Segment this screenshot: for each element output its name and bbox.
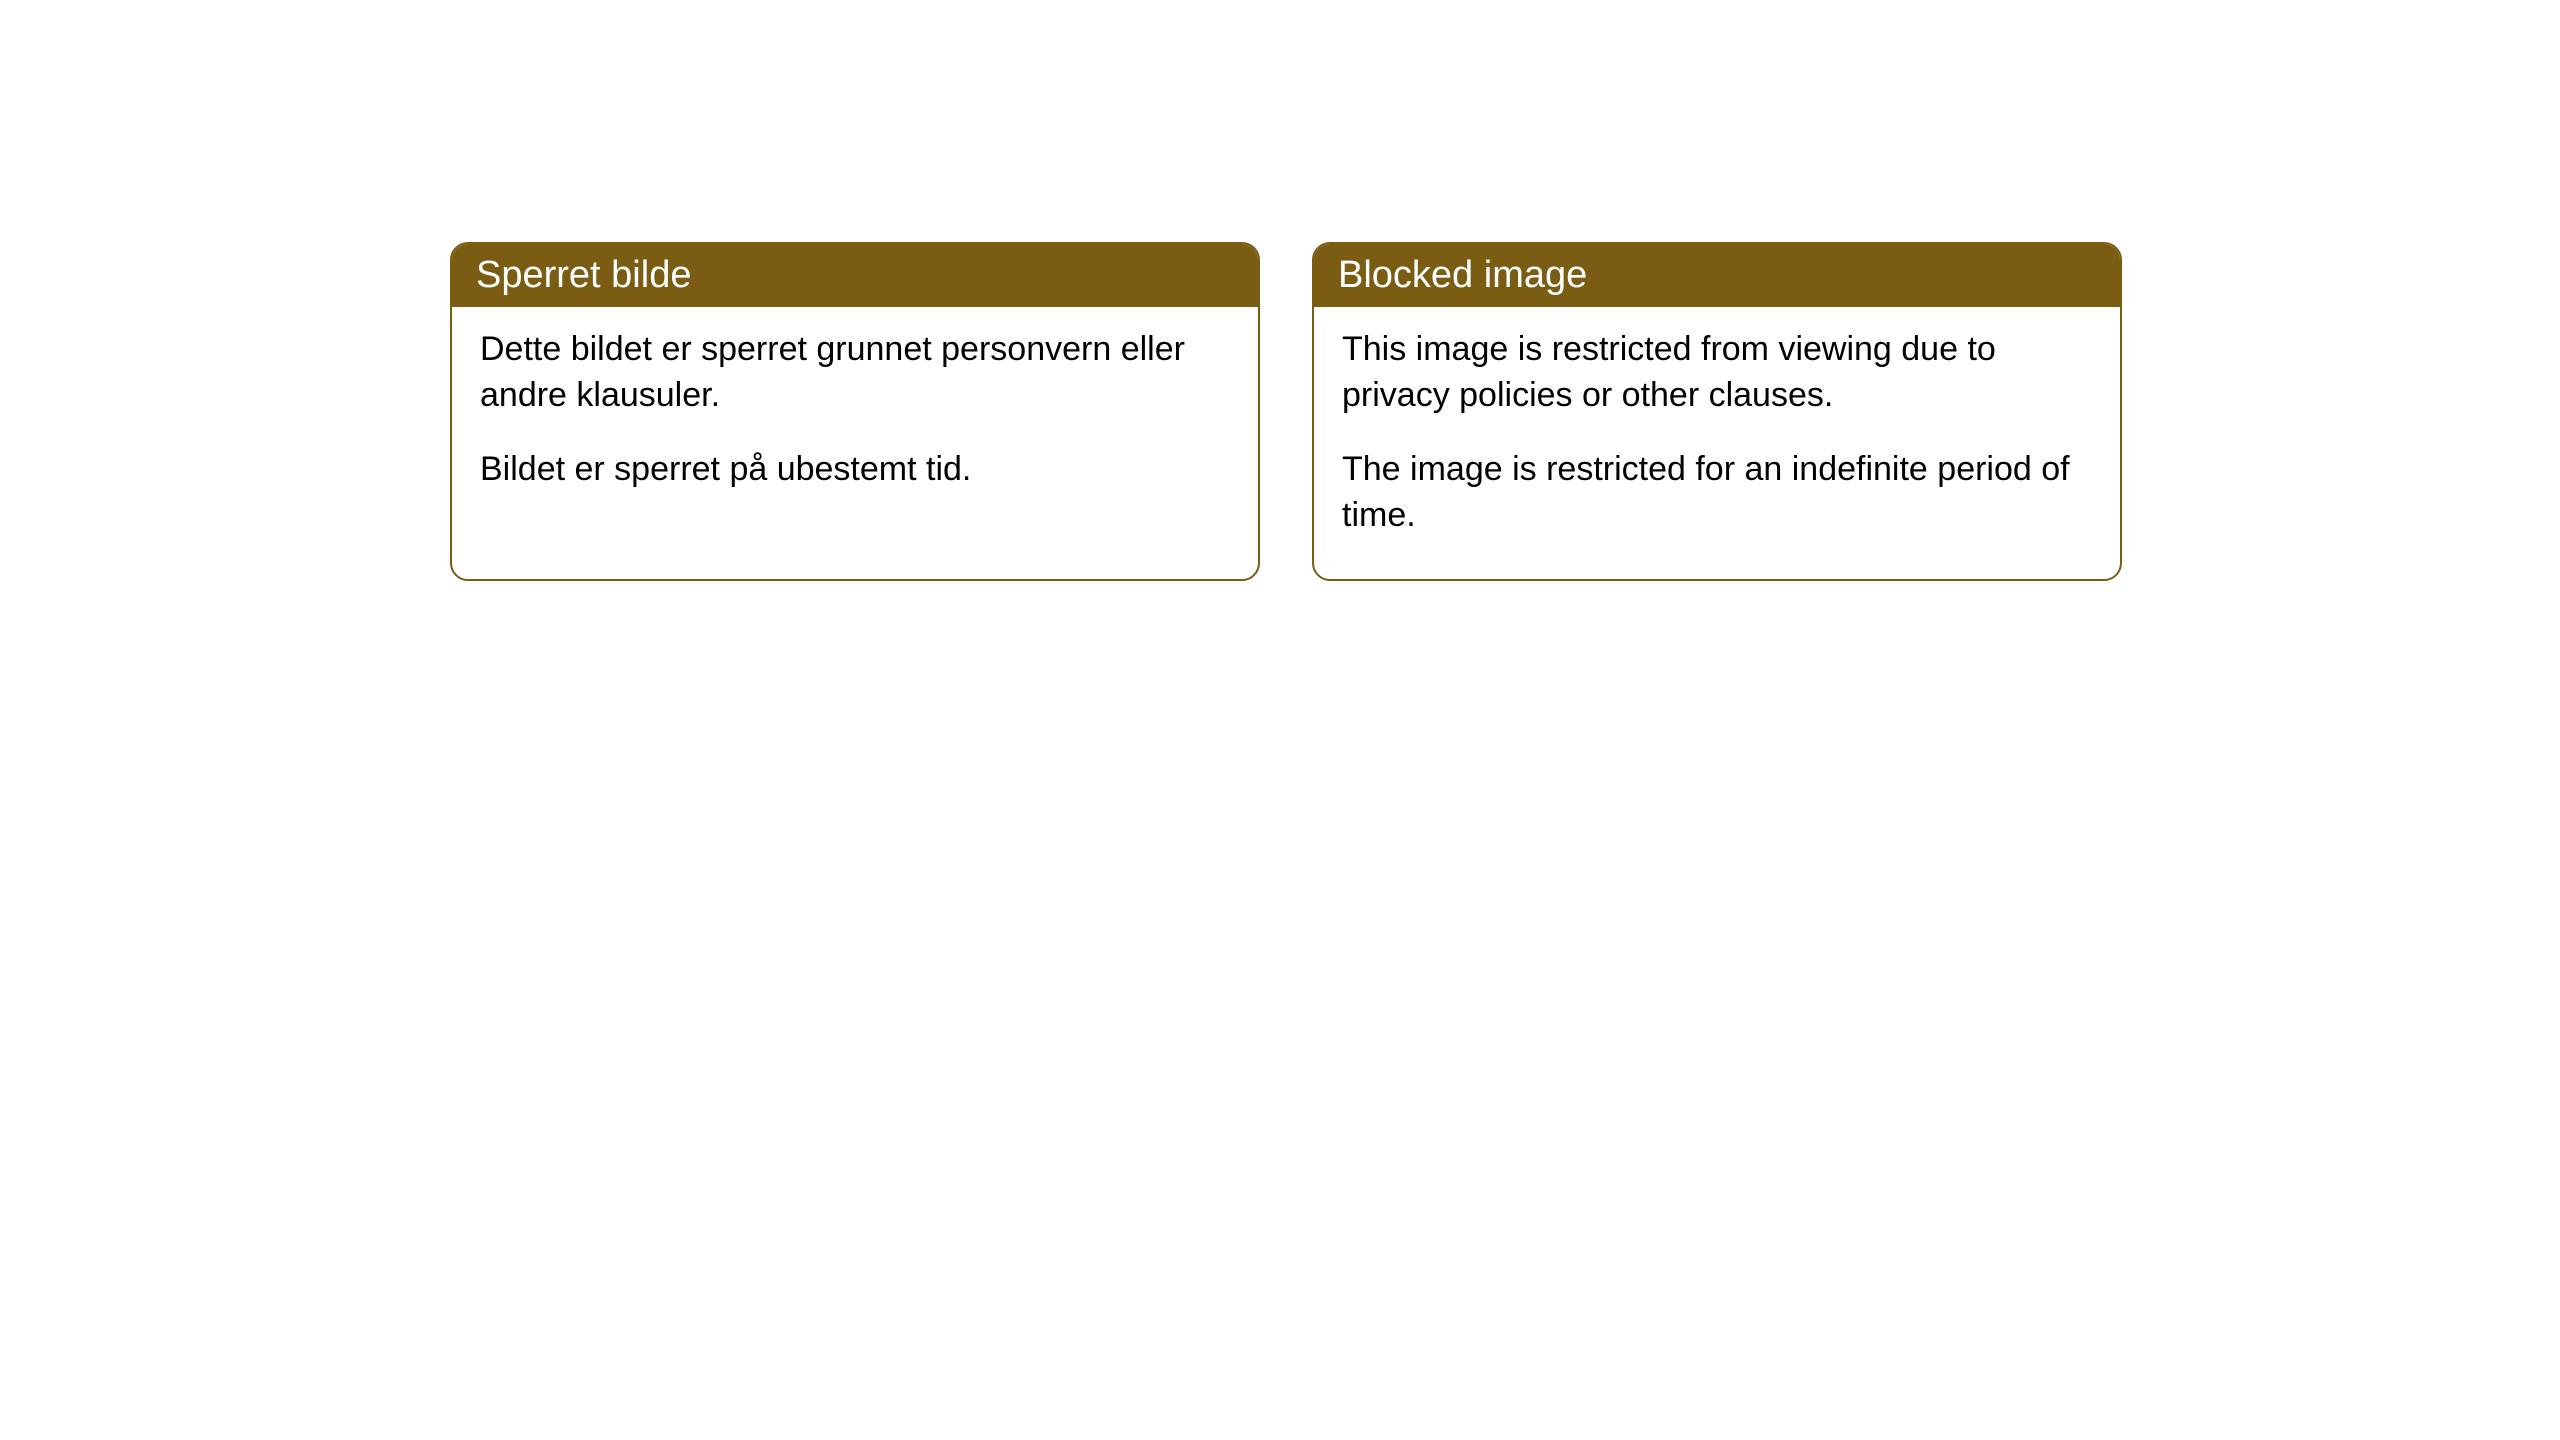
card-header-english: Blocked image xyxy=(1314,244,2120,307)
card-blocked-norwegian: Sperret bilde Dette bildet er sperret gr… xyxy=(450,242,1260,581)
card-body-english: This image is restricted from viewing du… xyxy=(1314,307,2120,579)
card-paragraph-1-english: This image is restricted from viewing du… xyxy=(1342,327,2092,419)
card-blocked-english: Blocked image This image is restricted f… xyxy=(1312,242,2122,581)
card-header-norwegian: Sperret bilde xyxy=(452,244,1258,307)
card-paragraph-1-norwegian: Dette bildet er sperret grunnet personve… xyxy=(480,327,1230,419)
card-paragraph-2-english: The image is restricted for an indefinit… xyxy=(1342,447,2092,539)
card-body-norwegian: Dette bildet er sperret grunnet personve… xyxy=(452,307,1258,533)
cards-container: Sperret bilde Dette bildet er sperret gr… xyxy=(450,242,2122,581)
card-paragraph-2-norwegian: Bildet er sperret på ubestemt tid. xyxy=(480,447,1230,493)
